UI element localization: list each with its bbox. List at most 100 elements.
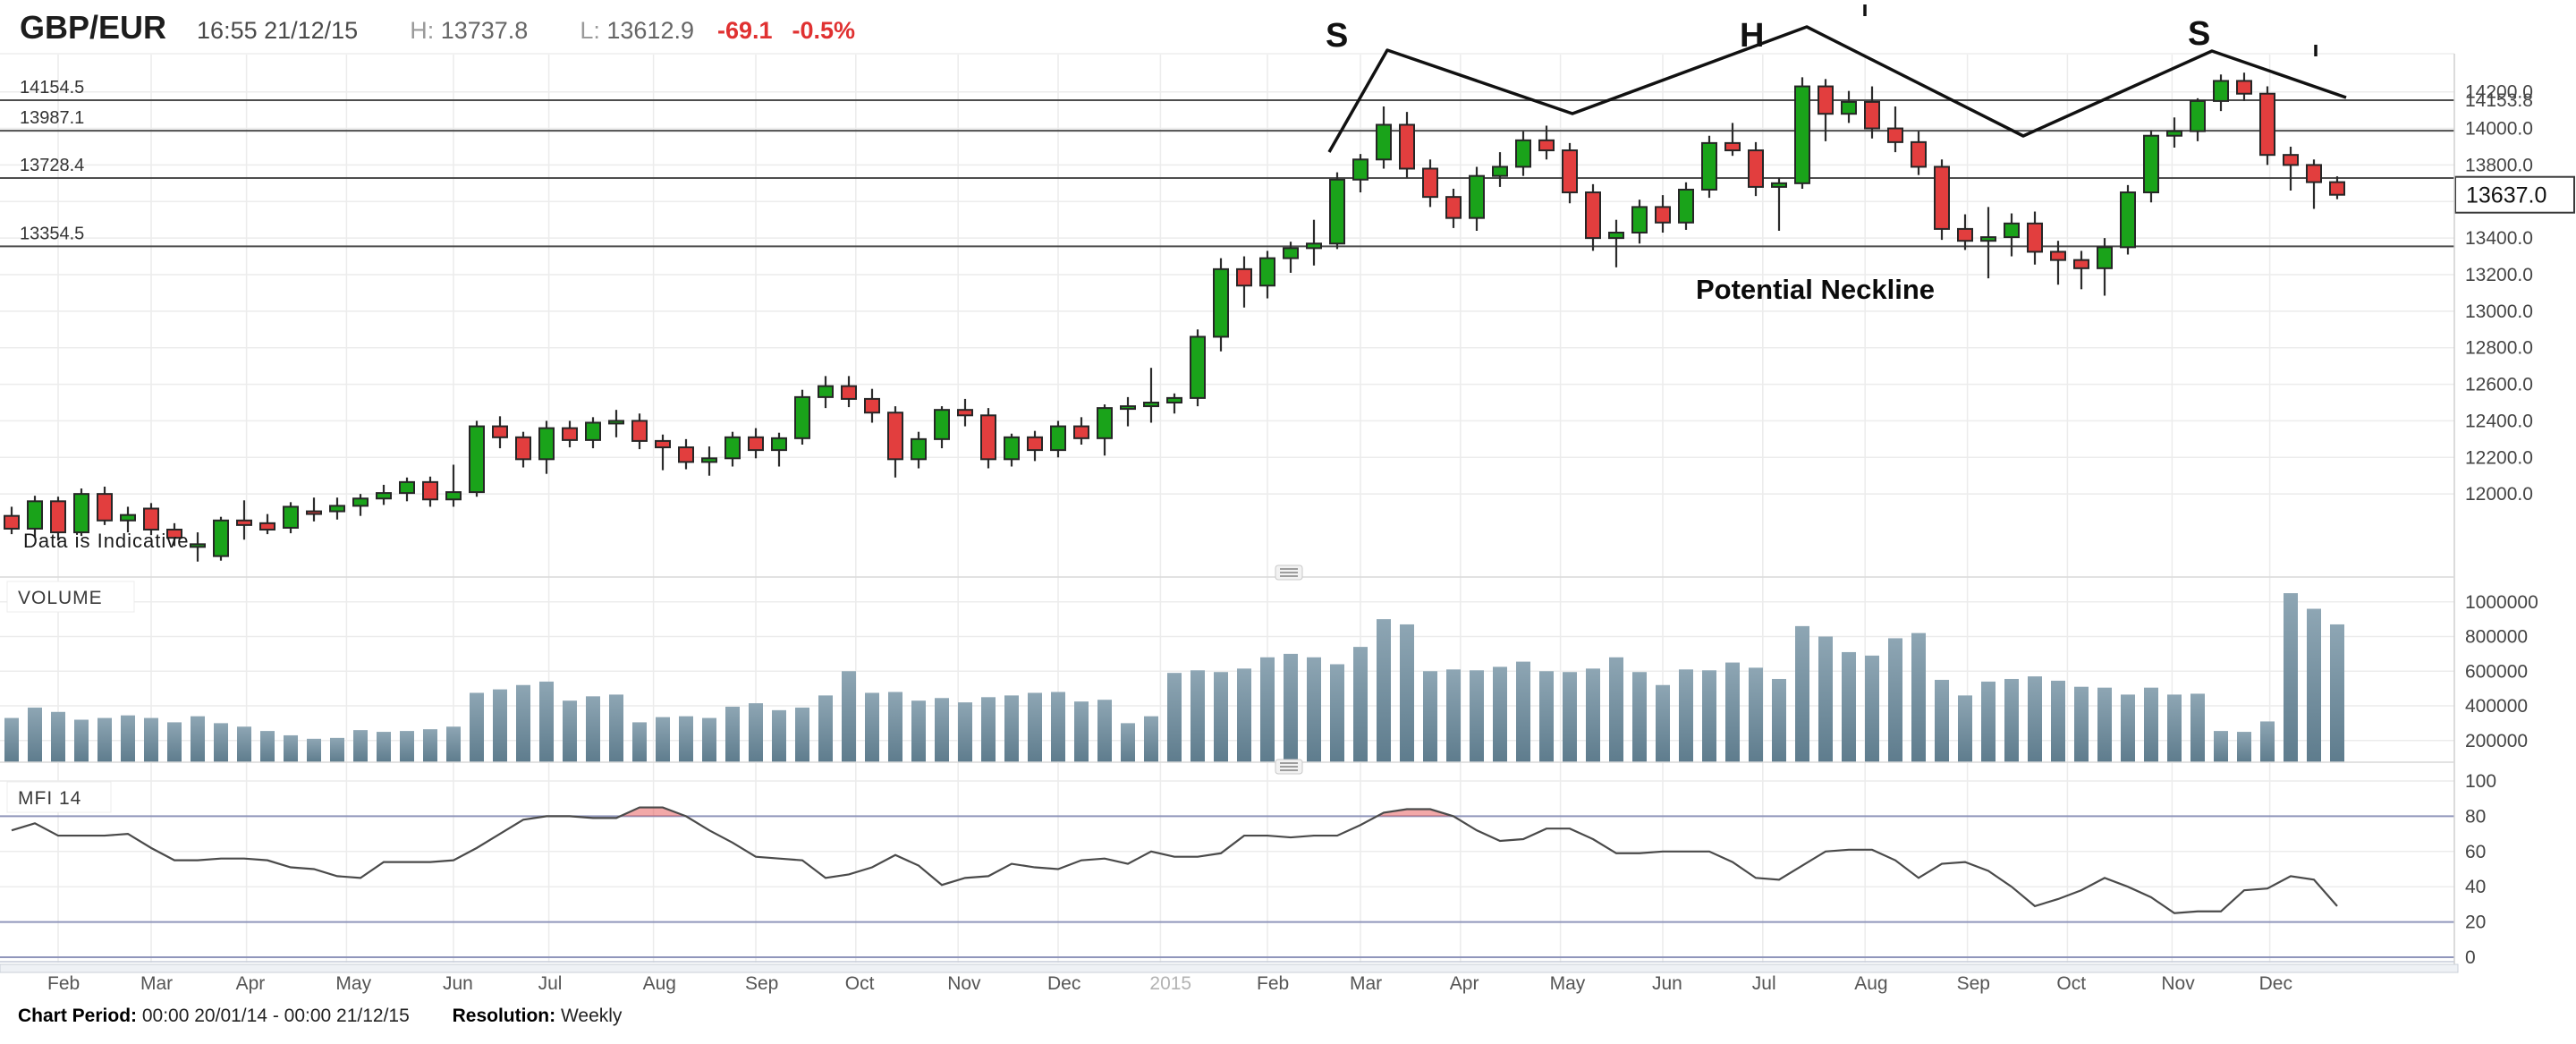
volume-bar [1470,670,1484,762]
resolution-label: Resolution: [452,1006,556,1026]
candle [2027,211,2043,265]
candle [1329,172,1345,250]
volume-bar [842,671,856,762]
volume-bar [191,716,205,762]
volume-axis-label: 800000 [2465,627,2528,648]
volume-bar [28,707,42,762]
price-axis-label: 13400.0 [2465,228,2533,249]
volume-bar [1237,668,1251,762]
mfi-axis-label: 40 [2465,877,2486,897]
volume-bar [353,730,368,762]
price-axis-label: 12400.0 [2465,411,2533,431]
volume-pane-label: VOLUME [18,588,103,608]
volume-bar [1074,701,1089,762]
volume-bar [1004,695,1019,762]
volume-bar [2121,694,2135,762]
price-axis-label: 12200.0 [2465,447,2533,468]
chart-period-value: 00:00 20/01/14 - 00:00 21/12/15 [141,1006,410,1026]
volume-bar [260,731,275,762]
x-axis-label: Sep [1957,973,1990,994]
volume-bar [772,709,786,762]
candle [701,446,717,476]
candle [678,438,694,470]
volume-bar [1609,657,1623,762]
candle [213,516,229,561]
candle [771,432,787,467]
candle [1399,112,1415,178]
volume-bar [307,738,321,762]
volume-bar [679,716,693,762]
candle [2143,130,2159,203]
candle [631,413,648,450]
candle [445,464,462,507]
volume-bar [1935,679,1949,762]
candle [166,522,182,547]
candle [2050,241,2066,285]
x-axis-label: Sep [745,973,778,994]
volume-bar [51,711,65,762]
volume-bar [2214,731,2228,762]
mfi-line [11,806,2338,914]
candle [4,506,20,535]
volume-bar [539,681,554,762]
candle [2120,184,2136,255]
volume-bar [1284,653,1298,762]
price-axis-label: 14000.0 [2465,119,2533,140]
volume-bar [74,719,89,762]
x-axis-label: Mar [1350,973,1382,994]
chart-footer: Chart Period: 00:00 20/01/14 - 00:00 21/… [18,1006,622,1027]
volume-bar [423,729,437,762]
x-axis-label: 2015 [1149,973,1191,994]
volume-bar [470,692,484,762]
volume-bar [1028,692,1042,762]
x-axis-label: Dec [2259,973,2292,994]
x-axis-label: Oct [845,973,875,994]
x-axis-label: Nov [2161,973,2195,994]
candle [794,389,810,445]
low-value: 13612.9 [606,17,694,44]
candle [1166,393,1182,414]
volume-bar [1400,624,1414,762]
volume-bar [2028,676,2042,762]
pane-resize-grip-upper[interactable] [1275,564,1303,581]
data-indicative-watermark: Data is Indicative [23,530,190,552]
volume-bar [1958,695,1972,762]
candle [887,406,903,478]
chart-period-label: Chart Period: [18,1006,138,1026]
low-label: L: [580,17,600,44]
candle [2259,86,2275,166]
price-axis-label: 13000.0 [2465,301,2533,322]
candle [864,388,880,423]
candle [50,497,66,541]
volume-bar [1423,671,1437,762]
volume-bar [214,723,228,762]
candle [1445,188,1462,228]
resolution-value: Weekly [560,1006,623,1026]
candle [957,398,973,427]
volume-bar [2190,693,2205,762]
volume-label-box [6,581,135,613]
current-price-box [2454,175,2575,214]
candle [608,410,624,437]
volume-bar [1516,661,1530,762]
candle [1236,256,1252,308]
volume-bar [1214,672,1228,762]
price-axis-label: 13200.0 [2465,265,2533,285]
candle [1120,396,1136,427]
volume-bar [1191,670,1205,762]
x-axis-label: Jul [538,973,563,994]
candle [1841,90,1857,123]
volume-bar [1539,671,1554,762]
volume-bar [609,694,623,762]
pane-resize-grip-lower[interactable] [1275,759,1303,775]
volume-bar [1981,681,1996,762]
volume-bar [4,717,19,762]
right-shoulder-label: S [2188,15,2210,53]
x-axis-label: Jun [1652,973,1682,994]
x-axis-label: Apr [1450,973,1479,994]
candle [585,417,601,449]
volume-axis-label: 1000000 [2465,592,2538,613]
price-axis-label: 14153.8 [2465,90,2533,111]
volume-bar [516,684,530,762]
candle [1213,258,1229,352]
